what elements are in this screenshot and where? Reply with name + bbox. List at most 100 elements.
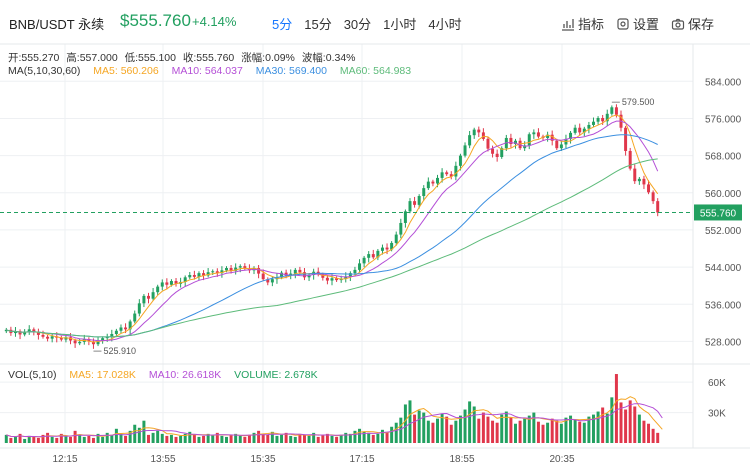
volume-bar [614,374,618,443]
candle-body [280,272,284,278]
candle-body [32,329,36,332]
volume-bar [518,420,522,443]
volume-bar [509,417,513,443]
tab-15m[interactable]: 15分 [304,17,332,32]
candle-body [211,271,215,273]
tab-5m[interactable]: 5分 [272,17,293,32]
candle-body [628,150,632,169]
candle-body [605,113,609,122]
ma10-line [6,120,659,342]
candle-body [293,269,297,274]
volume-bar [436,418,440,443]
volume-bar [206,433,210,443]
candle-body [436,177,440,184]
candle-body [408,201,412,212]
save-button[interactable]: 保存 [671,14,714,33]
candle-body [96,340,100,345]
volume-bar [371,434,375,443]
candle-body [591,121,595,125]
candle-body [486,138,490,149]
volume-bar [633,406,637,443]
volume-bar [46,432,50,443]
tab-30m[interactable]: 30分 [343,17,372,32]
candle-body [91,341,95,345]
ma30-line [6,134,658,338]
high-value: 高:557.000 [66,52,118,64]
volume-bar [160,433,164,443]
candle-body [69,337,73,341]
volume-value: VOLUME: 2.678K [234,369,318,381]
time-tick-label: 12:15 [52,454,77,465]
ma5-line [6,114,659,343]
volume-bar [55,437,59,443]
volume-bar [36,437,40,443]
settings-button[interactable]: 设置 [616,14,659,33]
volume-bar [426,420,430,443]
price-tick-label: 552.000 [705,226,742,237]
volume-bar [238,435,242,443]
volume-bar [550,418,554,443]
volume-bar [270,431,274,443]
candle-body [348,273,352,277]
candle-body [651,192,655,202]
candle-body [390,242,394,250]
candle-body [50,336,54,339]
candle-body [500,148,504,158]
volume-bar [582,422,586,443]
volume-bar [408,400,412,443]
candle-body [481,132,485,139]
volume-bar [298,433,302,443]
volume-bar [385,431,389,443]
vol-label[interactable]: VOL(5,10) [8,369,57,381]
candle-body [440,172,444,178]
volume-bar [23,438,27,443]
candle-body [596,117,600,122]
candle-body [491,148,495,154]
indicators-button[interactable]: 指标 [561,14,604,33]
candle-body [454,165,458,177]
candle-body [59,337,63,340]
candle-body [546,134,550,138]
volume-bar [32,436,36,443]
candle-body [614,107,618,115]
settings-label: 设置 [632,17,659,32]
candle-body [220,270,224,274]
volume-bar [261,433,265,443]
candle-body [266,279,270,283]
candle-body [124,327,128,330]
candle-body [197,273,201,277]
candle-body [302,272,306,278]
candle-body [4,329,8,332]
candle-body [449,174,453,177]
tab-4h[interactable]: 4小时 [428,17,462,32]
volume-bar [564,417,568,443]
volume-bar [307,435,311,443]
candle-body [532,132,536,135]
volume-bar [605,413,609,443]
volume-bar [243,436,247,443]
symbol-label[interactable]: BNB/USDT 永续 [9,17,105,32]
candle-body [215,271,219,274]
candle-body [202,273,206,276]
candle-body [151,292,155,299]
volume-bar [362,431,366,443]
candle-body [399,222,403,235]
volume-bar [330,435,334,443]
time-tick-label: 18:55 [449,454,474,465]
price-tick-label: 576.000 [705,114,742,125]
ma-label[interactable]: MA(5,10,30,60) [8,65,81,77]
volume-bar [4,434,8,443]
volume-bar [192,434,196,443]
candle-body [509,137,513,144]
tab-1h[interactable]: 1小时 [383,17,417,32]
candle-body [13,331,17,334]
ma10-value: MA10: 564.037 [171,65,243,77]
candle-body [110,333,114,337]
volume-bar [124,435,128,443]
volume-bar [353,430,357,443]
toolbar: 指标 设置 保存 [561,14,714,33]
change-value: 涨幅:0.09% [241,52,295,64]
candle-body [569,132,573,139]
price-markers: 555.760 579.500 525.910 [0,97,742,356]
